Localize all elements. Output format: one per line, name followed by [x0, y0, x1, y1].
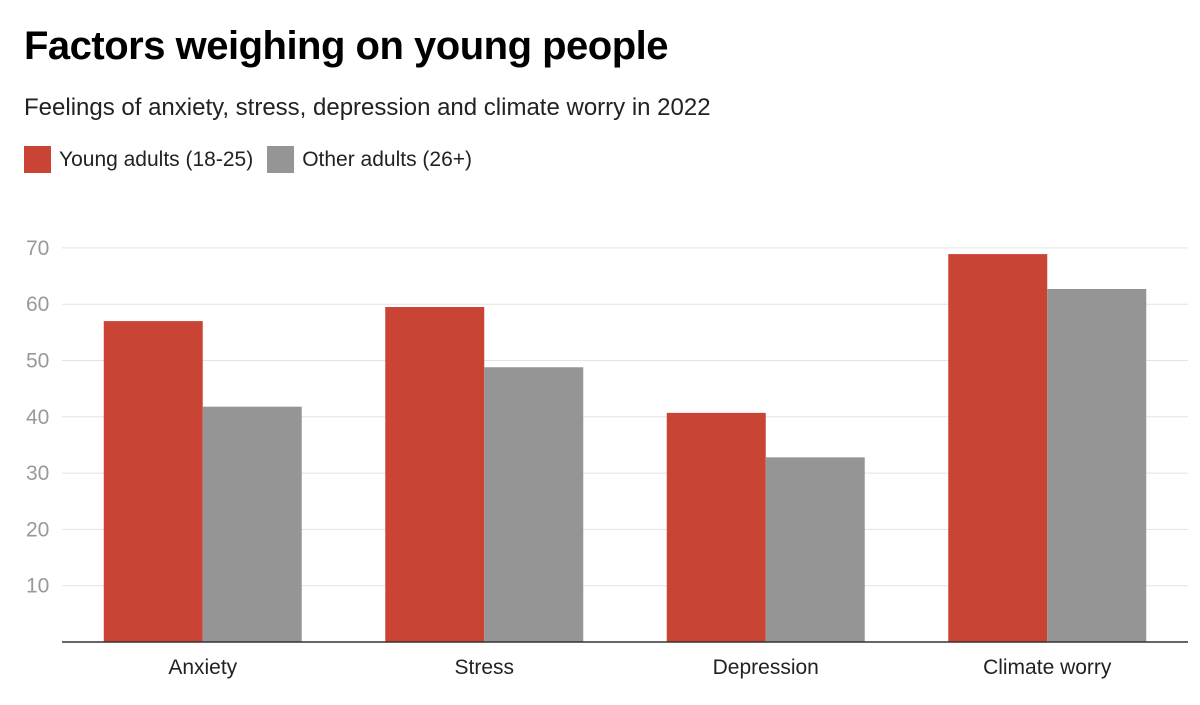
bar-anxiety-other — [202, 406, 302, 642]
legend-item-young: Young adults (18-25) — [24, 146, 253, 173]
y-tick-label-70: 70 — [26, 237, 49, 260]
bar-depression-young — [666, 412, 766, 642]
y-tick-label-20: 20 — [26, 518, 49, 541]
x-category-label-depression: Depression — [713, 656, 819, 679]
x-category-label-climate-worry: Climate worry — [983, 656, 1112, 679]
chart-subtitle: Feelings of anxiety, stress, depression … — [24, 94, 711, 121]
y-tick-label-10: 10 — [26, 575, 49, 598]
legend-label-other: Other adults (26+) — [302, 147, 473, 171]
bar-climate-worry-young — [948, 254, 1048, 642]
legend-swatch-young — [24, 146, 51, 173]
legend-label-young: Young adults (18-25) — [59, 147, 254, 171]
bar-anxiety-young — [103, 321, 203, 642]
y-tick-label-30: 30 — [26, 462, 49, 485]
y-tick-label-50: 50 — [26, 350, 49, 373]
x-category-label-anxiety: Anxiety — [168, 656, 237, 679]
bar-climate-worry-other — [1047, 288, 1147, 642]
x-category-label-stress: Stress — [454, 656, 514, 679]
legend-swatch-other — [267, 146, 295, 173]
bar-stress-young — [385, 307, 485, 642]
legend-item-other: Other adults (26+) — [267, 146, 472, 173]
y-tick-label-40: 40 — [26, 406, 49, 429]
bar-stress-other — [484, 367, 584, 642]
legend: Young adults (18-25) Other adults (26+) — [24, 146, 486, 173]
y-tick-label-60: 60 — [26, 293, 49, 316]
bar-depression-other — [765, 457, 865, 642]
chart-title: Factors weighing on young people — [24, 24, 669, 68]
